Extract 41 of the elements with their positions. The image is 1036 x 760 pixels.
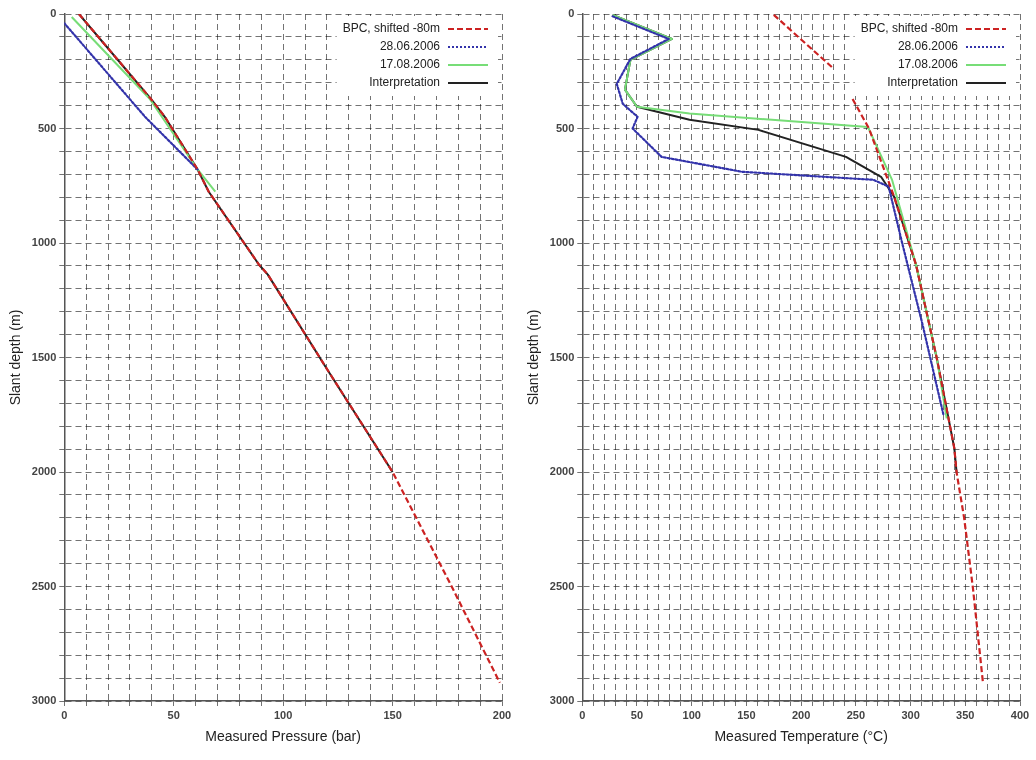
y-tick-label: 3000 xyxy=(31,694,57,707)
legend-label: 28.06.2006 xyxy=(379,39,441,54)
x-tick-label: 150 xyxy=(737,708,756,721)
x-tick-label: 300 xyxy=(901,708,920,721)
y-tick-label: 2000 xyxy=(31,465,57,478)
x-tick-label: 100 xyxy=(682,708,701,721)
legend-label: Interpretation xyxy=(369,75,440,90)
legend-label: BPC, shifted -80m xyxy=(342,21,440,36)
x-tick-label: 100 xyxy=(273,708,293,721)
x-tick-label: 400 xyxy=(1010,708,1030,721)
x-axis-title: Measured Temperature (°C) xyxy=(714,728,888,745)
x-tick-label: 50 xyxy=(630,708,644,721)
x-tick-label: 0 xyxy=(579,708,586,721)
x-tick-label: 50 xyxy=(167,708,180,721)
x-tick-label: 0 xyxy=(61,708,68,721)
y-tick-label: 2000 xyxy=(549,465,575,478)
y-tick-label: 1500 xyxy=(31,350,57,363)
y-axis-title: Slant depth (m) xyxy=(7,309,24,406)
y-tick-label: 1000 xyxy=(549,236,575,249)
y-tick-label: 0 xyxy=(50,7,57,20)
y-axis-title: Slant depth (m) xyxy=(525,309,542,406)
y-tick-label: 2500 xyxy=(549,579,575,592)
legend-label: 17.08.2006 xyxy=(379,57,441,72)
y-tick-label: 1000 xyxy=(31,236,57,249)
legend-label: BPC, shifted -80m xyxy=(860,21,958,36)
legend-label: Interpretation xyxy=(887,75,958,90)
x-tick-label: 350 xyxy=(956,708,975,721)
y-tick-label: 2500 xyxy=(31,579,57,592)
x-tick-label: 250 xyxy=(846,708,866,721)
y-tick-label: 1500 xyxy=(549,350,575,363)
y-tick-label: 500 xyxy=(37,121,57,134)
y-tick-label: 3000 xyxy=(549,694,575,707)
x-tick-label: 150 xyxy=(383,708,402,721)
x-tick-label: 200 xyxy=(492,708,512,721)
y-tick-label: 0 xyxy=(568,7,575,20)
legend-label: 28.06.2006 xyxy=(897,39,959,54)
legend-label: 17.08.2006 xyxy=(897,57,959,72)
line-series xyxy=(77,14,501,684)
x-tick-label: 200 xyxy=(791,708,811,721)
x-axis-title: Measured Pressure (bar) xyxy=(205,728,361,745)
y-tick-label: 500 xyxy=(555,121,575,134)
